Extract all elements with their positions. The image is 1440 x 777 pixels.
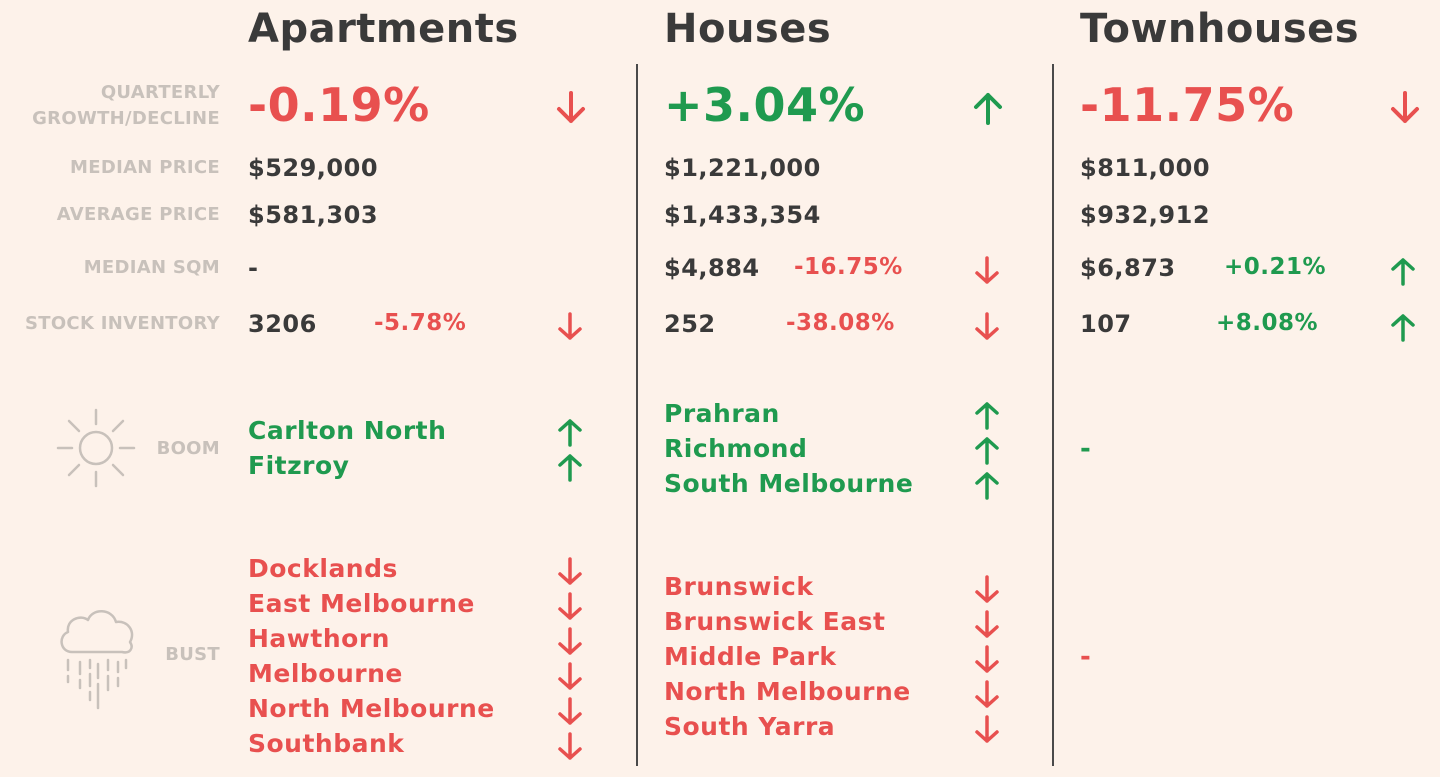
list-item: Brunswick East (664, 607, 886, 636)
list-item: Carlton North (248, 416, 447, 445)
arrow-down-icon (555, 555, 585, 590)
townhouses-median-sqm: $6,873 (1080, 254, 1176, 282)
apartments-average-price: $581,303 (248, 201, 379, 229)
arrow-down-icon (972, 254, 1002, 288)
list-item: Hawthorn (248, 624, 390, 653)
list-item: Middle Park (664, 642, 837, 671)
townhouses-median-price: $811,000 (1080, 154, 1211, 182)
houses-average-price: $1,433,354 (664, 201, 821, 229)
arrow-down-icon (555, 310, 585, 344)
arrow-up-icon (555, 450, 585, 485)
houses-growth: +3.04% (664, 78, 866, 132)
arrow-down-icon (555, 730, 585, 765)
boom-label: BOOM (156, 438, 220, 459)
houses-title: Houses (664, 6, 832, 52)
townhouses-title: Townhouses (1080, 6, 1360, 52)
apartments-title: Apartments (248, 6, 519, 52)
arrow-down-icon (972, 678, 1002, 713)
arrow-up-icon (973, 91, 1003, 125)
apartments-stock: 3206 (248, 310, 317, 338)
apartments-growth: -0.19% (248, 78, 430, 132)
houses-stock-change: -38.08% (786, 310, 895, 336)
townhouses-bust-empty: - (1080, 642, 1091, 672)
houses-boom-arrows (972, 398, 1002, 503)
list-item: Southbank (248, 729, 405, 758)
apartments-boom-arrows (555, 415, 585, 485)
arrow-up-icon (972, 433, 1002, 468)
arrow-down-icon (972, 573, 1002, 608)
townhouses-average-price: $932,912 (1080, 201, 1211, 229)
arrow-up-icon (972, 398, 1002, 433)
apartments-boom-list: Carlton North Fitzroy (248, 413, 446, 483)
houses-bust-arrows (972, 573, 1002, 748)
arrow-down-icon (555, 625, 585, 660)
houses-median-sqm-change: -16.75% (794, 254, 903, 280)
townhouses-median-sqm-change: +0.21% (1224, 254, 1327, 280)
median-price-label: MEDIAN PRICE (70, 157, 220, 178)
houses-bust-list: Brunswick Brunswick East Middle Park Nor… (664, 569, 911, 744)
sun-icon (54, 406, 138, 490)
houses-boom-list: Prahran Richmond South Melbourne (664, 396, 913, 501)
townhouses-boom-empty: - (1080, 434, 1091, 464)
average-price-label: AVERAGE PRICE (56, 204, 220, 225)
apartments-bust-arrows (555, 555, 585, 765)
arrow-down-icon (555, 590, 585, 625)
townhouses-stock: 107 (1080, 310, 1132, 338)
arrow-down-icon (555, 660, 585, 695)
column-divider (636, 64, 638, 766)
apartments-median-price: $529,000 (248, 154, 379, 182)
rain-cloud-icon (54, 604, 138, 714)
townhouses-stock-change: +8.08% (1216, 310, 1319, 336)
arrow-up-icon (972, 468, 1002, 503)
list-item: North Melbourne (248, 694, 495, 723)
growth-label: QUARTERLY GROWTH/DECLINE (32, 82, 220, 129)
arrow-down-icon (556, 91, 586, 125)
apartments-median-sqm: - (248, 254, 259, 282)
list-item: Fitzroy (248, 451, 350, 480)
list-item: Richmond (664, 434, 808, 463)
apartments-stock-change: -5.78% (374, 310, 467, 336)
list-item: Prahran (664, 399, 780, 428)
list-item: Docklands (248, 554, 398, 583)
arrow-up-icon (1388, 254, 1418, 288)
list-item: South Yarra (664, 712, 836, 741)
arrow-down-icon (972, 713, 1002, 748)
list-item: Brunswick (664, 572, 814, 601)
list-item: South Melbourne (664, 469, 914, 498)
column-divider (1052, 64, 1054, 766)
houses-median-sqm: $4,884 (664, 254, 760, 282)
arrow-down-icon (972, 643, 1002, 678)
townhouses-growth: -11.75% (1080, 78, 1295, 132)
houses-stock: 252 (664, 310, 716, 338)
arrow-up-icon (1388, 310, 1418, 344)
arrow-down-icon (972, 310, 1002, 344)
arrow-up-icon (555, 415, 585, 450)
arrow-down-icon (1390, 91, 1420, 125)
apartments-bust-list: Docklands East Melbourne Hawthorn Melbou… (248, 551, 495, 761)
arrow-down-icon (555, 695, 585, 730)
list-item: East Melbourne (248, 589, 475, 618)
houses-median-price: $1,221,000 (664, 154, 821, 182)
stock-inventory-label: STOCK INVENTORY (24, 313, 220, 334)
list-item: North Melbourne (664, 677, 911, 706)
arrow-down-icon (972, 608, 1002, 643)
bust-label: BUST (165, 644, 220, 665)
list-item: Melbourne (248, 659, 403, 688)
median-sqm-label: MEDIAN SQM (83, 257, 220, 278)
